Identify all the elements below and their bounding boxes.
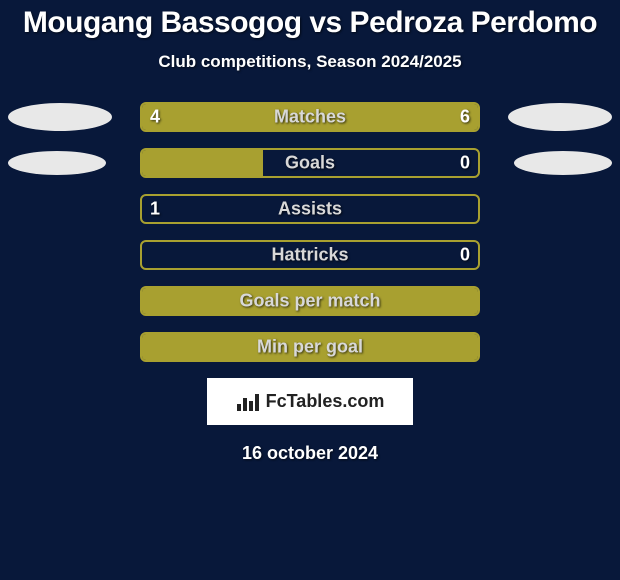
stat-row: 1 Assists — [0, 192, 620, 226]
value-left: 1 — [150, 199, 160, 220]
bar-left-fill — [142, 104, 276, 130]
stat-label: Min per goal — [257, 337, 363, 358]
stat-row: 0 Goals — [0, 146, 620, 180]
bars-icon — [236, 392, 260, 412]
stat-row: Min per goal — [0, 330, 620, 364]
value-right: 0 — [460, 245, 470, 266]
stat-row: 4 6 Matches — [0, 100, 620, 134]
player-right-marker — [508, 103, 612, 131]
stat-row: Goals per match — [0, 284, 620, 318]
player-left-marker — [8, 151, 106, 175]
player-right-marker — [514, 151, 612, 175]
value-right: 0 — [460, 153, 470, 174]
stat-label: Matches — [274, 107, 346, 128]
value-right: 6 — [460, 107, 470, 128]
stat-label: Assists — [278, 199, 342, 220]
stat-row: 0 Hattricks — [0, 238, 620, 272]
date-line: 16 october 2024 — [0, 443, 620, 464]
stat-label: Hattricks — [271, 245, 348, 266]
stat-label: Goals — [285, 153, 335, 174]
logo-text: FcTables.com — [266, 391, 385, 412]
stat-label: Goals per match — [239, 291, 380, 312]
bar-left-fill — [142, 150, 263, 176]
page-subtitle: Club competitions, Season 2024/2025 — [0, 52, 620, 72]
page-title: Mougang Bassogog vs Pedroza Perdomo — [0, 0, 620, 40]
value-left: 4 — [150, 107, 160, 128]
comparison-chart: 4 6 Matches 0 Goals 1 Assists 0 Hattricks Goals p… — [0, 100, 620, 364]
logo-box: FcTables.com — [207, 378, 413, 425]
player-left-marker — [8, 103, 112, 131]
